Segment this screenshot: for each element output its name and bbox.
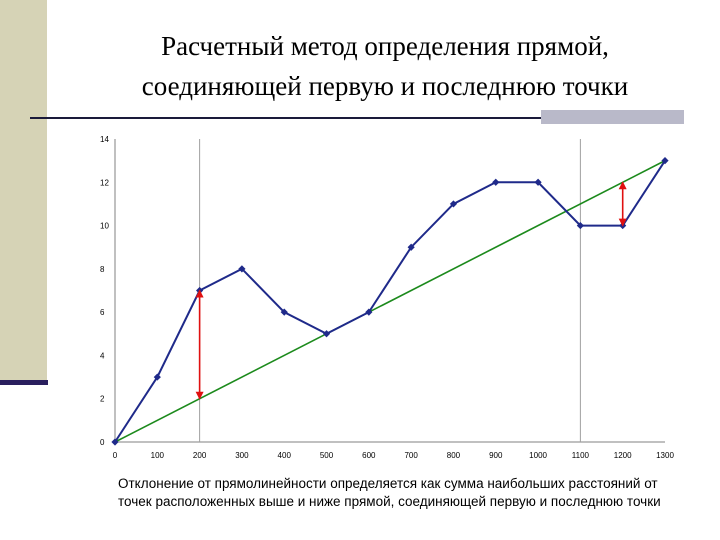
y-tick-label: 10 bbox=[100, 222, 109, 231]
decorative-side-bar bbox=[0, 0, 47, 383]
data-point bbox=[153, 373, 161, 381]
title-divider bbox=[30, 117, 542, 119]
chart-caption: Отклонение от прямолинейности определяет… bbox=[118, 476, 661, 509]
y-tick-label: 6 bbox=[100, 308, 105, 317]
x-tick-label: 1000 bbox=[529, 451, 547, 460]
y-tick-label: 14 bbox=[100, 135, 109, 144]
x-tick-label: 600 bbox=[362, 451, 376, 460]
data-point bbox=[576, 221, 584, 230]
x-tick-label: 200 bbox=[193, 451, 207, 460]
data-point bbox=[449, 200, 458, 208]
data-point bbox=[322, 330, 331, 338]
x-tick-label: 1200 bbox=[614, 451, 632, 460]
data-point bbox=[407, 243, 415, 251]
y-tick-label: 0 bbox=[100, 438, 105, 447]
y-tick-label: 2 bbox=[100, 395, 105, 404]
x-tick-label: 500 bbox=[320, 451, 334, 460]
slide-title-line-2: соединяющей первую и последнюю точки bbox=[141, 71, 629, 101]
data-point bbox=[365, 308, 373, 316]
data-point bbox=[238, 265, 246, 273]
data-point bbox=[111, 438, 119, 446]
slide-title-line-1: Расчетный метод определения прямой, bbox=[161, 31, 609, 61]
data-point bbox=[492, 178, 500, 186]
x-tick-label: 800 bbox=[447, 451, 461, 460]
y-tick-label: 12 bbox=[100, 178, 109, 187]
slide-title: Расчетный метод определения прямой, соед… bbox=[60, 26, 710, 106]
data-point bbox=[661, 157, 669, 165]
series-line bbox=[114, 160, 666, 443]
title-divider-block bbox=[541, 110, 684, 124]
data-point bbox=[280, 308, 288, 316]
y-tick-label: 4 bbox=[100, 351, 105, 360]
decorative-side-bar-edge bbox=[0, 380, 48, 385]
x-tick-label: 1100 bbox=[572, 451, 590, 460]
x-tick-label: 100 bbox=[151, 451, 165, 460]
x-tick-label: 900 bbox=[489, 451, 503, 460]
x-tick-label: 400 bbox=[278, 451, 292, 460]
y-tick-label: 8 bbox=[100, 265, 105, 274]
baseline-line bbox=[114, 159, 666, 443]
x-tick-label: 300 bbox=[235, 451, 249, 460]
data-point bbox=[534, 178, 542, 186]
x-tick-label: 0 bbox=[113, 451, 118, 460]
x-tick-label: 700 bbox=[404, 451, 418, 460]
x-tick-label: 1300 bbox=[656, 451, 674, 460]
